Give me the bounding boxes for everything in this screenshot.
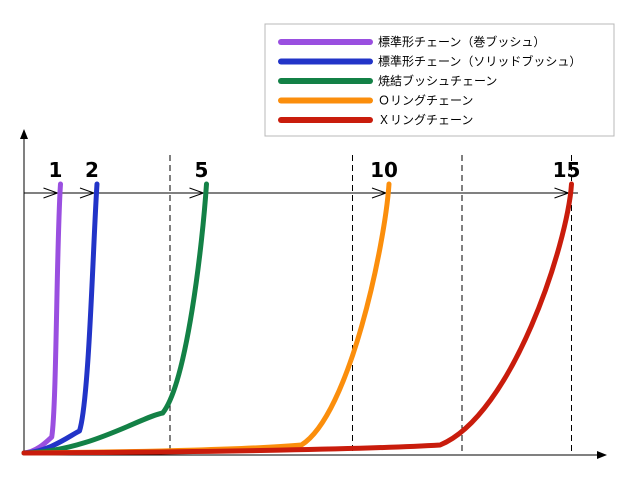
life-label-1: 1 [49, 158, 63, 182]
curve-5 [21, 181, 574, 456]
legend-label-4: Ｏリングチェーン [378, 94, 473, 108]
curve-2 [21, 181, 100, 456]
vertical-guide-lines [169, 155, 572, 455]
legend: 標準形チェーン（巻ブッシュ） 標準形チェーン（ソリッドブッシュ） 焼結ブッシュチェー… [264, 23, 615, 137]
life-label-4: 10 [370, 158, 398, 182]
life-labels: 1 2 5 10 15 [49, 158, 581, 182]
wear-curves [21, 181, 574, 456]
legend-label-5: Ｘリングチェーン [378, 113, 473, 127]
life-label-2: 2 [85, 158, 99, 182]
legend-label-3: 焼結ブッシュチェーン [378, 73, 497, 88]
curve-1 [21, 181, 63, 456]
life-label-5: 15 [553, 158, 581, 182]
life-label-3: 5 [195, 158, 209, 182]
curve-3 [21, 181, 209, 456]
curve-4 [21, 181, 392, 456]
legend-label-1: 標準形チェーン（巻ブッシュ） [378, 34, 545, 49]
legend-label-2: 標準形チェーン（ソリッドブッシュ） [378, 54, 581, 69]
